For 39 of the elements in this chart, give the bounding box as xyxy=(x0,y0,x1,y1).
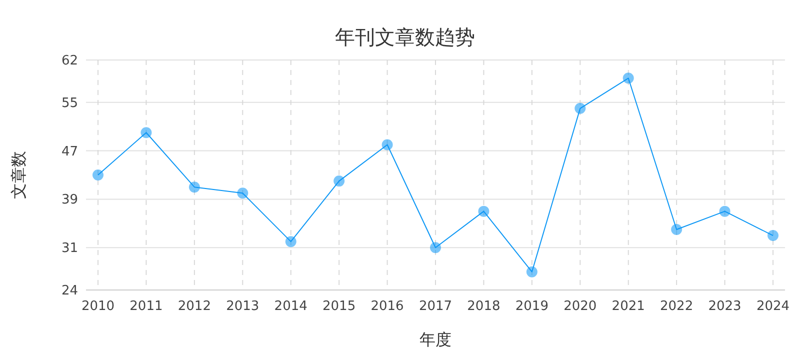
point xyxy=(622,72,634,84)
x-tick-label: 2016 xyxy=(370,299,404,314)
point xyxy=(140,127,152,138)
x-tick-label: 2018 xyxy=(467,299,500,314)
x-tick-label: 2020 xyxy=(564,299,597,314)
y-axis-title: 文章数 xyxy=(9,151,28,199)
y-tick-label: 31 xyxy=(61,241,78,256)
point xyxy=(188,182,200,193)
x-axis-title: 年度 xyxy=(420,330,452,349)
point xyxy=(430,242,441,254)
chart-title: 年刊文章数趋势 xyxy=(335,25,475,49)
x-tick-label: 2015 xyxy=(322,299,356,314)
x-tick-label: 2013 xyxy=(226,299,260,314)
x-tick-label: 2014 xyxy=(274,299,308,314)
x-tick-label: 2011 xyxy=(130,299,163,314)
point xyxy=(92,170,104,180)
y-tick-label: 24 xyxy=(61,284,78,298)
x-tick-label: 2012 xyxy=(178,299,211,314)
x-tick-label: 2019 xyxy=(515,299,548,314)
x-tick-label: 2017 xyxy=(418,299,452,314)
x-tick-label: 2010 xyxy=(81,299,115,314)
x-tick-label: 2024 xyxy=(756,299,790,314)
point xyxy=(334,176,345,187)
point xyxy=(719,206,730,217)
x-tick-label: 2021 xyxy=(612,299,645,314)
x-tick-label: 2023 xyxy=(708,299,742,314)
point xyxy=(574,102,586,114)
point xyxy=(526,266,538,278)
point xyxy=(768,230,778,242)
point xyxy=(382,139,393,150)
point xyxy=(285,236,296,248)
point xyxy=(671,224,682,235)
y-tick-label: 55 xyxy=(61,96,78,111)
y-tick-label: 39 xyxy=(61,192,78,208)
point xyxy=(237,188,248,199)
x-tick-label: 2022 xyxy=(660,299,694,314)
point xyxy=(478,206,490,217)
y-tick-label: 62 xyxy=(61,54,78,68)
y-tick-label: 47 xyxy=(61,144,78,160)
